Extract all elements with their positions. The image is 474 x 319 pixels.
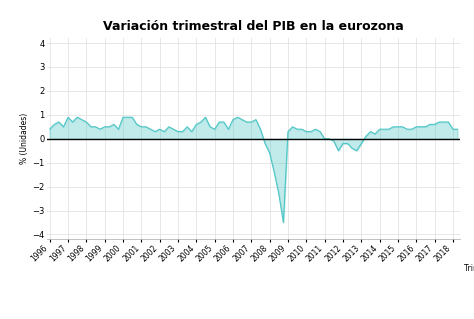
- Text: Trimestre >: Trimestre >: [464, 264, 474, 273]
- Title: Variación trimestral del PIB en la eurozona: Variación trimestral del PIB en la euroz…: [103, 20, 404, 33]
- Y-axis label: % (Unidades): % (Unidades): [20, 113, 29, 164]
